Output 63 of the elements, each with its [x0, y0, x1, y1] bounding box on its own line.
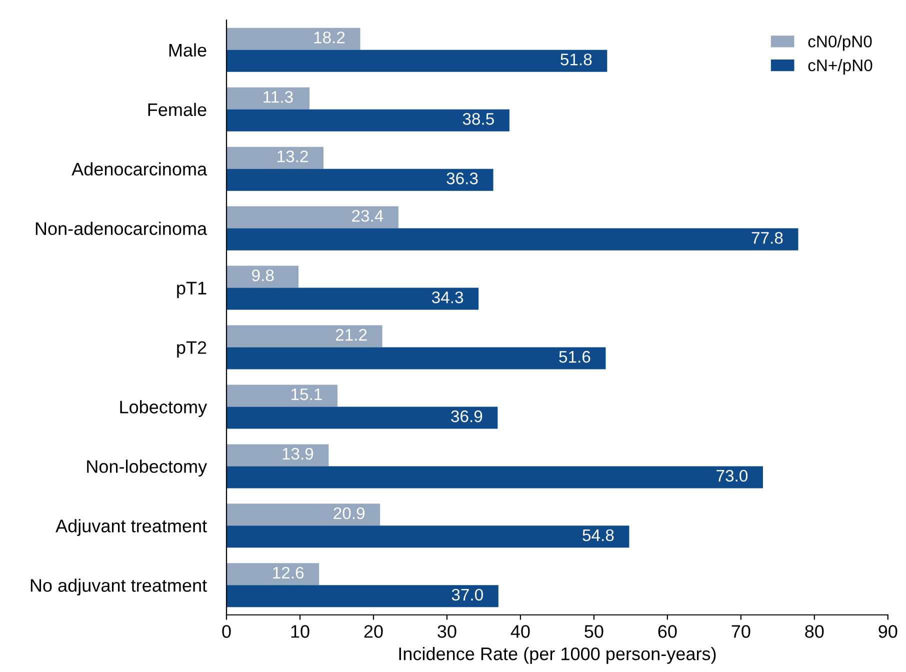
- x-tick-label: 80: [805, 625, 824, 638]
- x-tick-label: 90: [878, 625, 898, 638]
- x-tick-label: 30: [438, 625, 456, 638]
- y-tick-label: Adenocarcinoma: [72, 162, 208, 176]
- x-tick-label: 0: [222, 625, 231, 638]
- bar: [226, 50, 608, 72]
- data-label: 34.3: [432, 291, 464, 304]
- data-label: 15.1: [292, 388, 322, 400]
- bar: [226, 266, 299, 288]
- bar: [226, 325, 382, 348]
- data-label: 37.0: [452, 588, 483, 601]
- bar: [226, 87, 310, 110]
- data-label: 51.6: [559, 350, 590, 363]
- bar: [226, 384, 338, 407]
- data-label: 23.4: [352, 210, 384, 222]
- bar: [226, 228, 798, 250]
- y-tick-label: Female: [148, 102, 206, 116]
- data-label: 20.9: [334, 507, 365, 520]
- data-label: 51.8: [560, 54, 592, 66]
- data-label: 73.0: [716, 470, 748, 482]
- bar: [226, 168, 494, 191]
- data-label: 11.3: [264, 91, 293, 103]
- bar: [226, 28, 360, 50]
- bar: [226, 444, 329, 466]
- data-label: 38.5: [462, 113, 494, 125]
- x-tick-label: 20: [364, 625, 383, 638]
- bar: [226, 526, 630, 548]
- data-label: 21.2: [336, 328, 367, 341]
- x-axis-title: Incidence Rate (per 1000 person-years): [399, 646, 716, 664]
- data-label: 18.2: [314, 32, 345, 44]
- legend-label: cN+/pN0: [808, 59, 872, 75]
- bar: [226, 109, 510, 132]
- y-tick-label: pT2: [177, 341, 206, 358]
- bar: [226, 347, 606, 370]
- y-tick-label: pT1: [177, 282, 206, 298]
- bar: [226, 406, 498, 429]
- data-label: 77.8: [752, 232, 783, 244]
- bar: [226, 466, 763, 488]
- data-label: 36.9: [451, 410, 482, 422]
- x-tick-label: 10: [291, 625, 310, 638]
- data-label: 36.3: [446, 172, 478, 184]
- data-label: 13.2: [278, 150, 308, 162]
- y-tick-label: Non-adenocarcinoma: [36, 222, 208, 236]
- x-tick-label: 70: [732, 625, 750, 638]
- bar: [226, 504, 380, 526]
- x-tick-label: 60: [658, 625, 677, 638]
- data-label: 12.6: [273, 566, 304, 579]
- data-label: 13.9: [282, 448, 314, 460]
- data-label: 54.8: [582, 529, 614, 542]
- bar: [226, 563, 320, 586]
- legend-label: cN0/pN0: [808, 35, 872, 51]
- x-tick-label: 50: [584, 625, 604, 638]
- y-tick-label: Lobectomy: [120, 400, 208, 418]
- bar: [226, 585, 498, 608]
- x-tick-label: 40: [510, 625, 530, 638]
- y-tick-label: Male: [169, 43, 206, 57]
- bar: [226, 288, 479, 310]
- bar: [226, 146, 324, 169]
- y-tick-label: Non-lobectomy: [87, 460, 208, 476]
- data-label: 9.8: [252, 269, 274, 282]
- bar: [226, 206, 398, 228]
- y-tick-label: No adjuvant treatment: [30, 578, 207, 596]
- y-tick-label: Adjuvant treatment: [56, 519, 207, 536]
